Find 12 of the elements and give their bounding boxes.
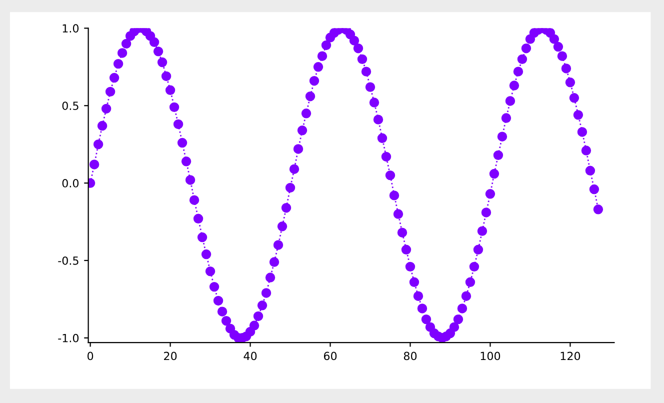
y-tick-label: 0.0 xyxy=(62,179,79,188)
y-tick-label: 1.0 xyxy=(62,24,79,33)
x-tick-label: 120 xyxy=(560,352,580,360)
y-tick-label: 0.5 xyxy=(62,102,78,110)
x-tick-label: 0 xyxy=(88,352,94,360)
x-tick-label: 60 xyxy=(324,352,337,360)
x-tick-label: 20 xyxy=(164,352,177,360)
x-tick-label: 80 xyxy=(404,352,417,360)
x-tick-label: 100 xyxy=(480,352,500,360)
y-tick-label: -1.0 xyxy=(58,334,79,342)
x-tick-label: 40 xyxy=(244,352,257,360)
y-tick-label: -0.5 xyxy=(58,256,78,265)
